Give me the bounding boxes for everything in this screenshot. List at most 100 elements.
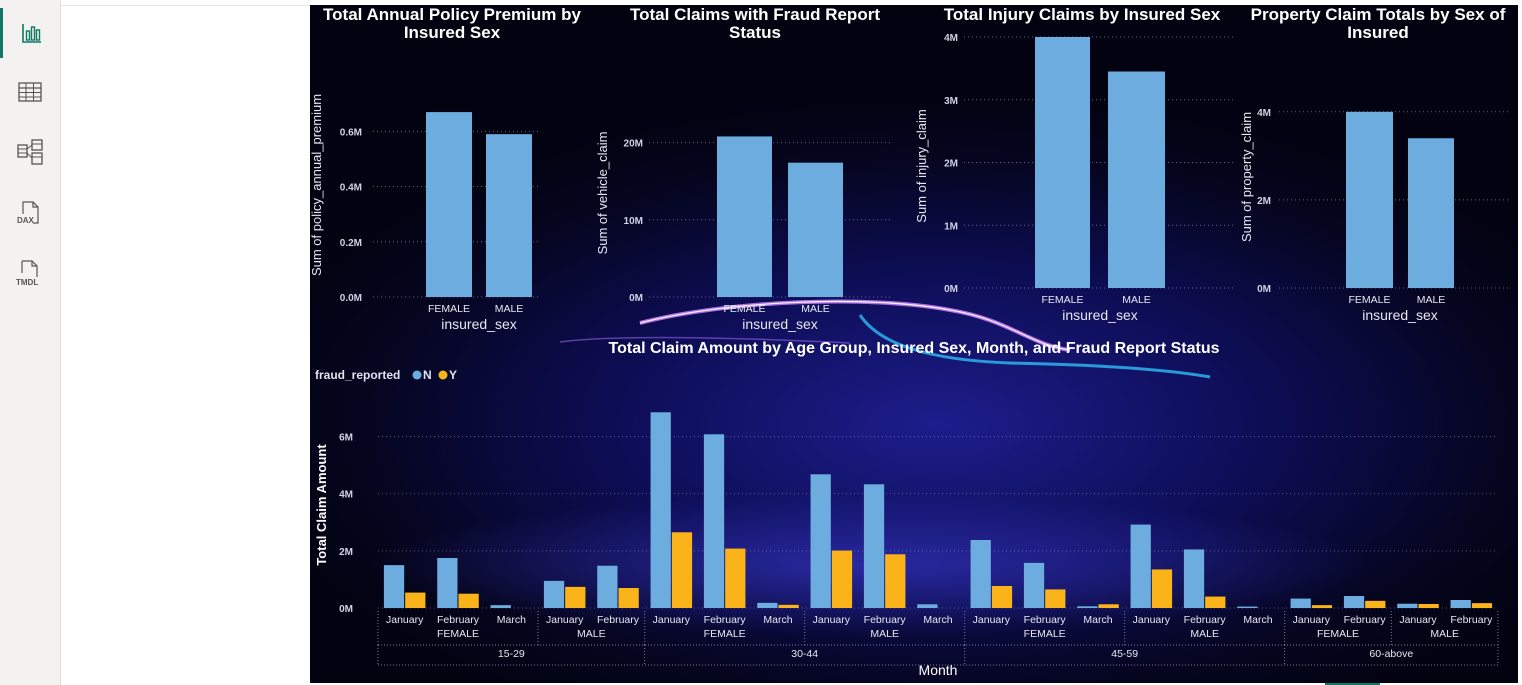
bar-n bbox=[383, 565, 405, 608]
sex-group-label: FEMALE bbox=[704, 628, 746, 640]
age-group-label: 30-44 bbox=[791, 648, 818, 660]
bar-y bbox=[725, 548, 746, 608]
x-axis-title: insured_sex bbox=[441, 316, 517, 332]
month-label: March bbox=[923, 614, 952, 626]
month-label: January bbox=[1133, 614, 1171, 626]
bar-n bbox=[1077, 606, 1098, 608]
bar-y bbox=[565, 586, 586, 608]
bar-n bbox=[1290, 598, 1311, 608]
y-tick-label: 2M bbox=[944, 159, 958, 170]
y-tick-label: 20M bbox=[624, 139, 643, 150]
bar-y bbox=[1045, 589, 1066, 608]
month-label: January bbox=[653, 614, 691, 626]
y-tick-label: 4M bbox=[1257, 108, 1271, 119]
table-view-button[interactable] bbox=[0, 67, 60, 117]
top-strip bbox=[61, 0, 310, 6]
month-label: January bbox=[813, 614, 851, 626]
legend-title: fraud_reported bbox=[315, 368, 400, 382]
x-tick-label: MALE bbox=[1122, 294, 1151, 306]
bar-n bbox=[970, 540, 991, 608]
chart-title-line: Insured bbox=[1347, 23, 1408, 42]
age-group-label: 60-above bbox=[1369, 648, 1413, 660]
y-axis-title: Total Claim Amount bbox=[314, 444, 329, 566]
bar-y bbox=[671, 532, 693, 608]
bar-n bbox=[757, 602, 778, 608]
bar bbox=[788, 162, 843, 297]
y-tick-label: 0.6M bbox=[340, 127, 362, 138]
y-tick-label: 0M bbox=[1257, 284, 1271, 295]
legend-marker-y bbox=[438, 370, 448, 380]
bar bbox=[426, 112, 472, 297]
month-label: February bbox=[1450, 614, 1493, 626]
x-tick-label: MALE bbox=[1417, 294, 1446, 306]
month-label: January bbox=[1399, 614, 1437, 626]
report-view-button[interactable] bbox=[0, 8, 60, 58]
y-tick-label: 0.0M bbox=[340, 293, 362, 304]
y-axis-title: Sum of injury_claim bbox=[914, 109, 929, 222]
report-canvas[interactable]: Total Annual Policy Premium by Insured Se… bbox=[310, 5, 1518, 683]
month-label: February bbox=[1184, 614, 1227, 626]
view-sidebar: DAX TMDL bbox=[0, 0, 61, 685]
x-tick-label: FEMALE bbox=[1348, 294, 1390, 306]
month-label: January bbox=[546, 614, 584, 626]
y-tick-label: 0M bbox=[629, 293, 643, 304]
report-view-icon bbox=[21, 24, 41, 43]
month-label: February bbox=[704, 614, 747, 626]
x-axis-title: insured_sex bbox=[1362, 307, 1438, 323]
bar-y bbox=[778, 604, 799, 608]
y-tick-label: 1M bbox=[944, 221, 958, 232]
bar-n bbox=[597, 565, 618, 608]
y-tick-label: 4M bbox=[339, 490, 353, 501]
sex-group-label: MALE bbox=[1190, 628, 1219, 640]
bar bbox=[717, 136, 772, 297]
age-group-label: 15-29 bbox=[498, 648, 525, 660]
page-tab-indicator[interactable] bbox=[1325, 683, 1380, 685]
x-axis-title: insured_sex bbox=[742, 316, 818, 332]
legend-label-n: N bbox=[423, 368, 432, 382]
bar-y bbox=[1471, 603, 1493, 608]
sex-group-label: FEMALE bbox=[1317, 628, 1359, 640]
bar-n bbox=[1450, 600, 1471, 608]
sex-group-label: MALE bbox=[870, 628, 899, 640]
bar bbox=[1408, 138, 1454, 288]
model-view-button[interactable] bbox=[0, 127, 60, 177]
y-tick-label: 2M bbox=[1257, 196, 1271, 207]
bar bbox=[1346, 111, 1393, 288]
bar-n bbox=[863, 484, 885, 608]
dax-query-view-button[interactable]: DAX bbox=[0, 188, 60, 238]
bar-n bbox=[650, 412, 671, 608]
bar-n bbox=[543, 580, 565, 608]
x-tick-label: MALE bbox=[495, 303, 524, 315]
bar-n bbox=[437, 558, 458, 608]
sex-group-label: MALE bbox=[577, 628, 606, 640]
bar-y bbox=[458, 593, 479, 608]
y-tick-label: 0.2M bbox=[340, 238, 362, 249]
bar-y bbox=[1098, 604, 1119, 608]
y-tick-label: 3M bbox=[944, 96, 958, 107]
bar-y bbox=[991, 586, 1013, 608]
bar-y bbox=[1205, 596, 1226, 608]
month-label: February bbox=[1344, 614, 1387, 626]
tmdl-view-button[interactable]: TMDL bbox=[0, 248, 60, 298]
bar-n bbox=[703, 434, 725, 608]
clustered-chart: Total Claim Amount by Age Group, Insured… bbox=[314, 340, 1499, 678]
month-label: February bbox=[597, 614, 640, 626]
chart-title-line: Status bbox=[729, 23, 781, 42]
x-tick-label: FEMALE bbox=[1041, 294, 1083, 306]
x-tick-label: MALE bbox=[801, 303, 830, 315]
age-group-label: 45-59 bbox=[1111, 648, 1138, 660]
bar-n bbox=[490, 605, 511, 608]
small-chart-3: Total Injury Claims by Insured Sex 0M 1M 2M… bbox=[914, 5, 1235, 323]
bar-n bbox=[1397, 603, 1418, 608]
bar-y bbox=[1151, 569, 1173, 608]
month-label: March bbox=[497, 614, 526, 626]
bar-y bbox=[1418, 604, 1439, 608]
bar-y bbox=[1311, 605, 1333, 608]
bar-n bbox=[1183, 549, 1205, 608]
y-tick-label: 0M bbox=[339, 604, 353, 615]
y-tick-label: 4M bbox=[944, 33, 958, 44]
bar bbox=[1108, 71, 1165, 288]
bar-y bbox=[618, 588, 639, 608]
